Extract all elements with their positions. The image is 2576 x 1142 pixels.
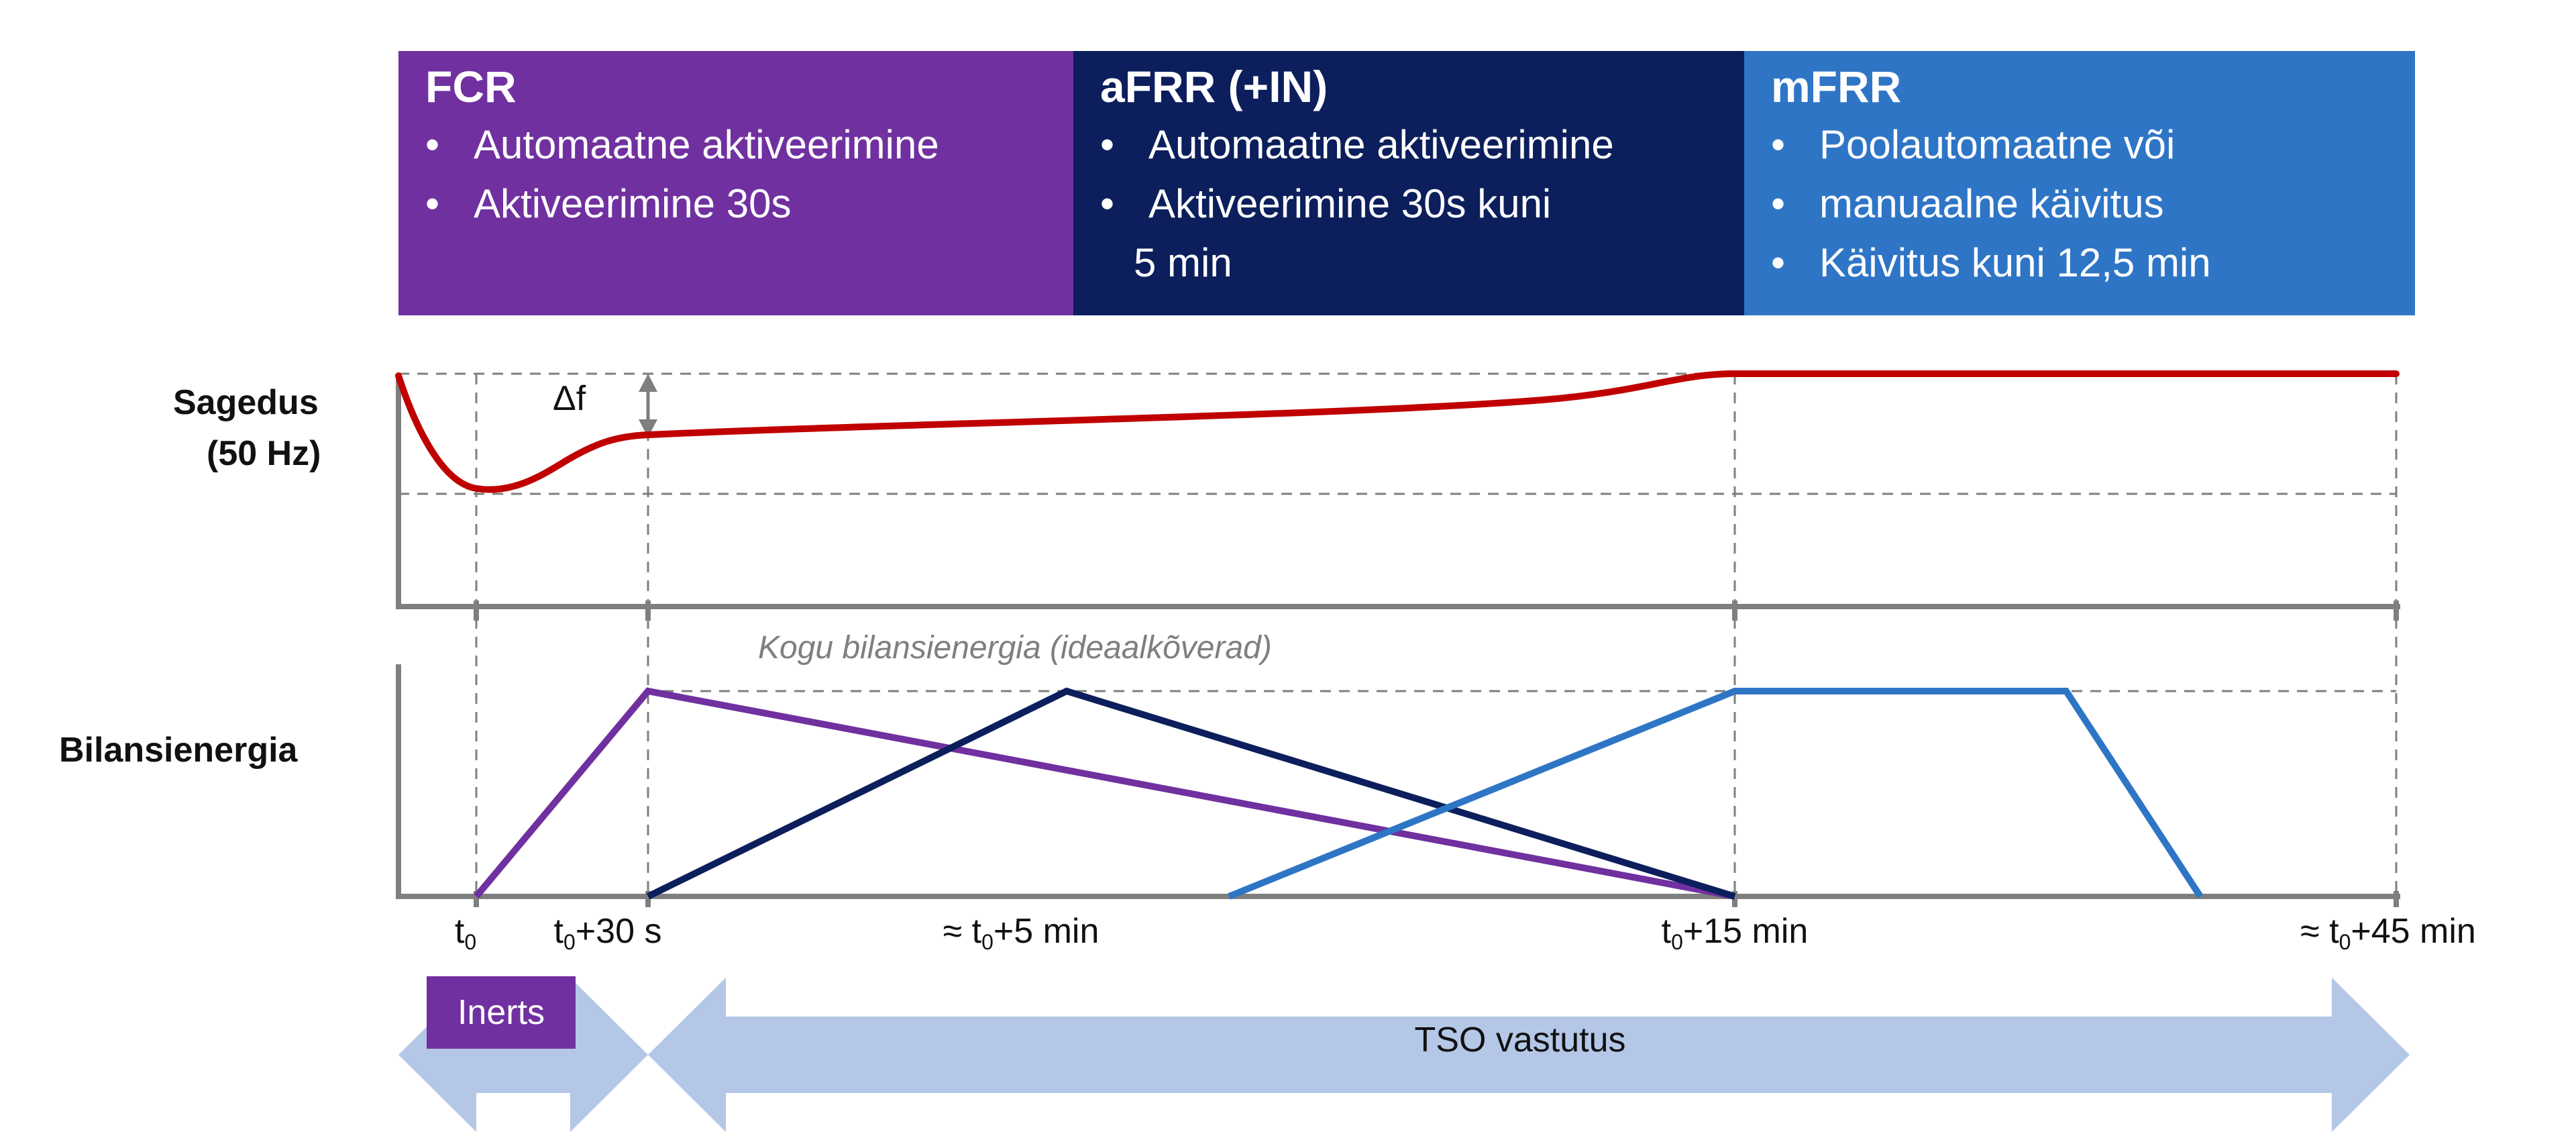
panel-fcr-bullet: • Aktiveerimine 30s (425, 181, 792, 226)
panel-mfrr-bullet: • Poolautomaatne või (1771, 122, 2176, 167)
inertia-label: Inerts (427, 976, 576, 1049)
panel-mfrr-bullet: • manuaalne käivitus (1771, 181, 2164, 226)
afrr-energy-curve (646, 687, 1736, 900)
frequency-unit-label: (50 Hz) (207, 434, 321, 473)
panel-fcr: FCR • Automaatne aktiveerimine • Aktiveeri… (398, 51, 1073, 315)
panel-mfrr-bullet: • Käivitus kuni 12,5 min (1771, 240, 2211, 285)
panel-fcr-title: FCR (425, 62, 517, 111)
delta-f-label: Δf (553, 379, 586, 418)
time-tick-label: t0+30 s (553, 912, 662, 954)
panel-mfrr: mFRR • Poolautomaatne või • manuaalne käiv… (1744, 51, 2415, 315)
mfrr-energy-curve (1228, 688, 2204, 900)
balancing-energy-label: Bilansienergia (59, 731, 298, 770)
dashed-guides (398, 372, 2398, 896)
time-tick-label: ≈ t0+5 min (943, 912, 1099, 954)
panel-fcr-bullet: • Automaatne aktiveerimine (425, 122, 939, 167)
panel-afrr-continuation: 5 min (1134, 240, 1232, 285)
ideal-curves-note: Kogu bilansienergia (ideaalkõverad) (758, 630, 1272, 666)
panel-mfrr-title: mFRR (1771, 62, 1902, 111)
tso-responsibility-label: TSO vastutus (1414, 1021, 1626, 1059)
panel-afrr-bullet: • Automaatne aktiveerimine (1100, 122, 1614, 167)
time-tick-label: t0 (454, 912, 477, 954)
time-tick-label: t0+15 min (1661, 912, 1809, 954)
frequency-label: Sagedus (173, 383, 319, 422)
delta-f-arrow (639, 374, 657, 437)
panel-afrr-bullet: • Aktiveerimine 30s kuni (1100, 181, 1552, 226)
panel-afrr: aFRR (+IN) • Automaatne aktiveerimine • Ak… (1073, 51, 1744, 315)
delta-f-head-down (639, 419, 657, 437)
time-tick-label: ≈ t0+45 min (2300, 912, 2476, 954)
panel-afrr-title: aFRR (+IN) (1100, 62, 1328, 111)
tso-arrow (648, 978, 2410, 1132)
frequency-curve (395, 370, 2400, 493)
delta-f-head-up (639, 374, 657, 392)
fcr-energy-curve (474, 687, 1735, 900)
